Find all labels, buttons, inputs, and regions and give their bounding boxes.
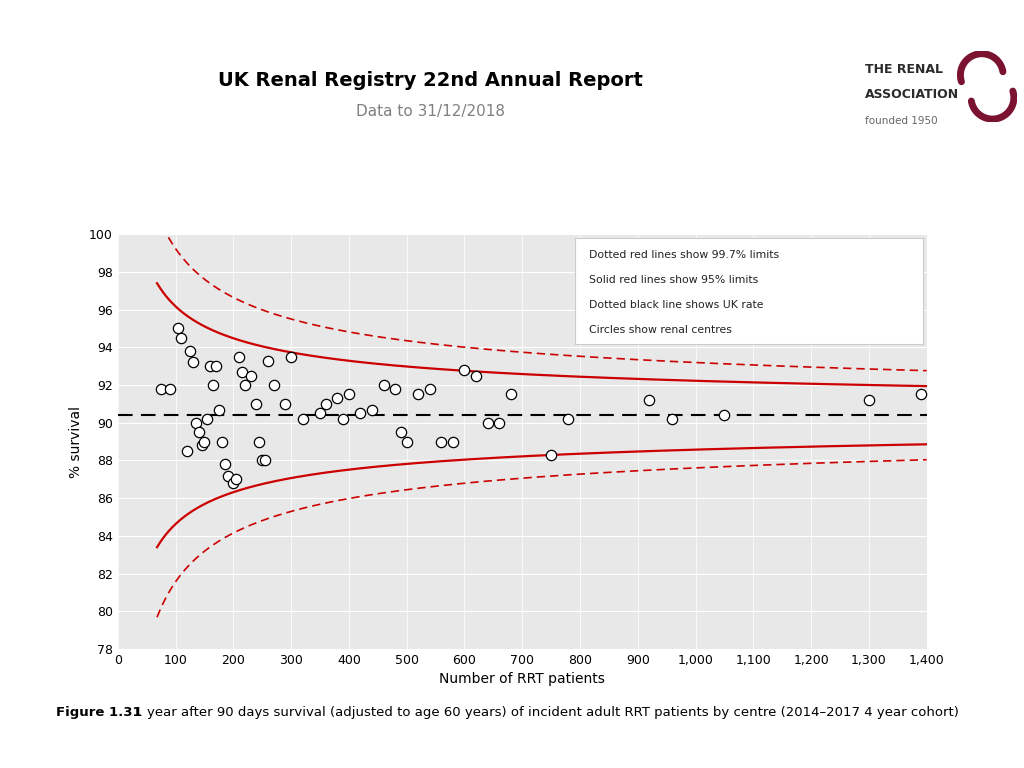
Text: 1 year after 90 days survival (adjusted to age 60 years) of incident adult RRT p: 1 year after 90 days survival (adjusted … xyxy=(130,707,958,719)
Point xyxy=(233,366,250,378)
Point xyxy=(398,435,415,448)
Point xyxy=(216,458,232,470)
Point xyxy=(202,360,218,372)
Point xyxy=(641,394,657,406)
Point xyxy=(393,426,410,439)
Point xyxy=(153,382,169,395)
Point xyxy=(208,360,224,372)
Point xyxy=(205,379,221,391)
Point xyxy=(278,398,294,410)
Point xyxy=(295,413,311,425)
Point xyxy=(543,449,559,461)
Point xyxy=(248,398,264,410)
Point xyxy=(162,382,178,395)
Text: Data to 31/12/2018: Data to 31/12/2018 xyxy=(355,104,505,119)
Point xyxy=(317,398,334,410)
Point xyxy=(717,409,733,422)
Point xyxy=(243,369,259,382)
Point xyxy=(468,369,484,382)
Point xyxy=(225,477,242,489)
Y-axis label: % survival: % survival xyxy=(70,406,84,478)
Point xyxy=(503,389,519,401)
Text: Figure 1.31: Figure 1.31 xyxy=(56,707,142,719)
Point xyxy=(341,389,357,401)
Point xyxy=(170,323,186,335)
Point xyxy=(457,364,473,376)
Point xyxy=(184,356,201,369)
Point xyxy=(861,394,878,406)
Point xyxy=(410,389,426,401)
Point xyxy=(257,455,273,467)
Point xyxy=(173,332,189,344)
Point xyxy=(228,473,245,485)
Point xyxy=(197,435,213,448)
Point xyxy=(260,354,276,366)
Point xyxy=(251,435,267,448)
Point xyxy=(179,445,196,457)
Point xyxy=(311,407,328,419)
Point xyxy=(231,351,248,363)
Point xyxy=(444,435,461,448)
Point xyxy=(376,379,392,391)
Point xyxy=(237,379,253,391)
Point xyxy=(199,413,215,425)
Point xyxy=(265,379,282,391)
Point xyxy=(665,413,681,425)
Point xyxy=(560,413,577,425)
Point xyxy=(211,403,227,415)
Text: ASSOCIATION: ASSOCIATION xyxy=(865,88,959,101)
Point xyxy=(190,426,207,439)
Point xyxy=(387,382,403,395)
Point xyxy=(433,435,450,448)
Point xyxy=(194,439,210,452)
Point xyxy=(479,416,496,429)
Point xyxy=(219,469,236,482)
Point xyxy=(335,413,351,425)
Text: UK Renal Registry 22nd Annual Report: UK Renal Registry 22nd Annual Report xyxy=(218,71,642,90)
Point xyxy=(912,389,929,401)
Point xyxy=(352,407,369,419)
X-axis label: Number of RRT patients: Number of RRT patients xyxy=(439,672,605,687)
Point xyxy=(214,435,230,448)
Point xyxy=(283,351,299,363)
Text: founded 1950: founded 1950 xyxy=(865,117,938,127)
Point xyxy=(329,392,345,405)
Point xyxy=(182,345,199,357)
Point xyxy=(187,416,204,429)
Text: THE RENAL: THE RENAL xyxy=(865,63,943,76)
Point xyxy=(490,416,507,429)
Point xyxy=(364,403,380,415)
Point xyxy=(254,455,270,467)
Point xyxy=(422,382,438,395)
